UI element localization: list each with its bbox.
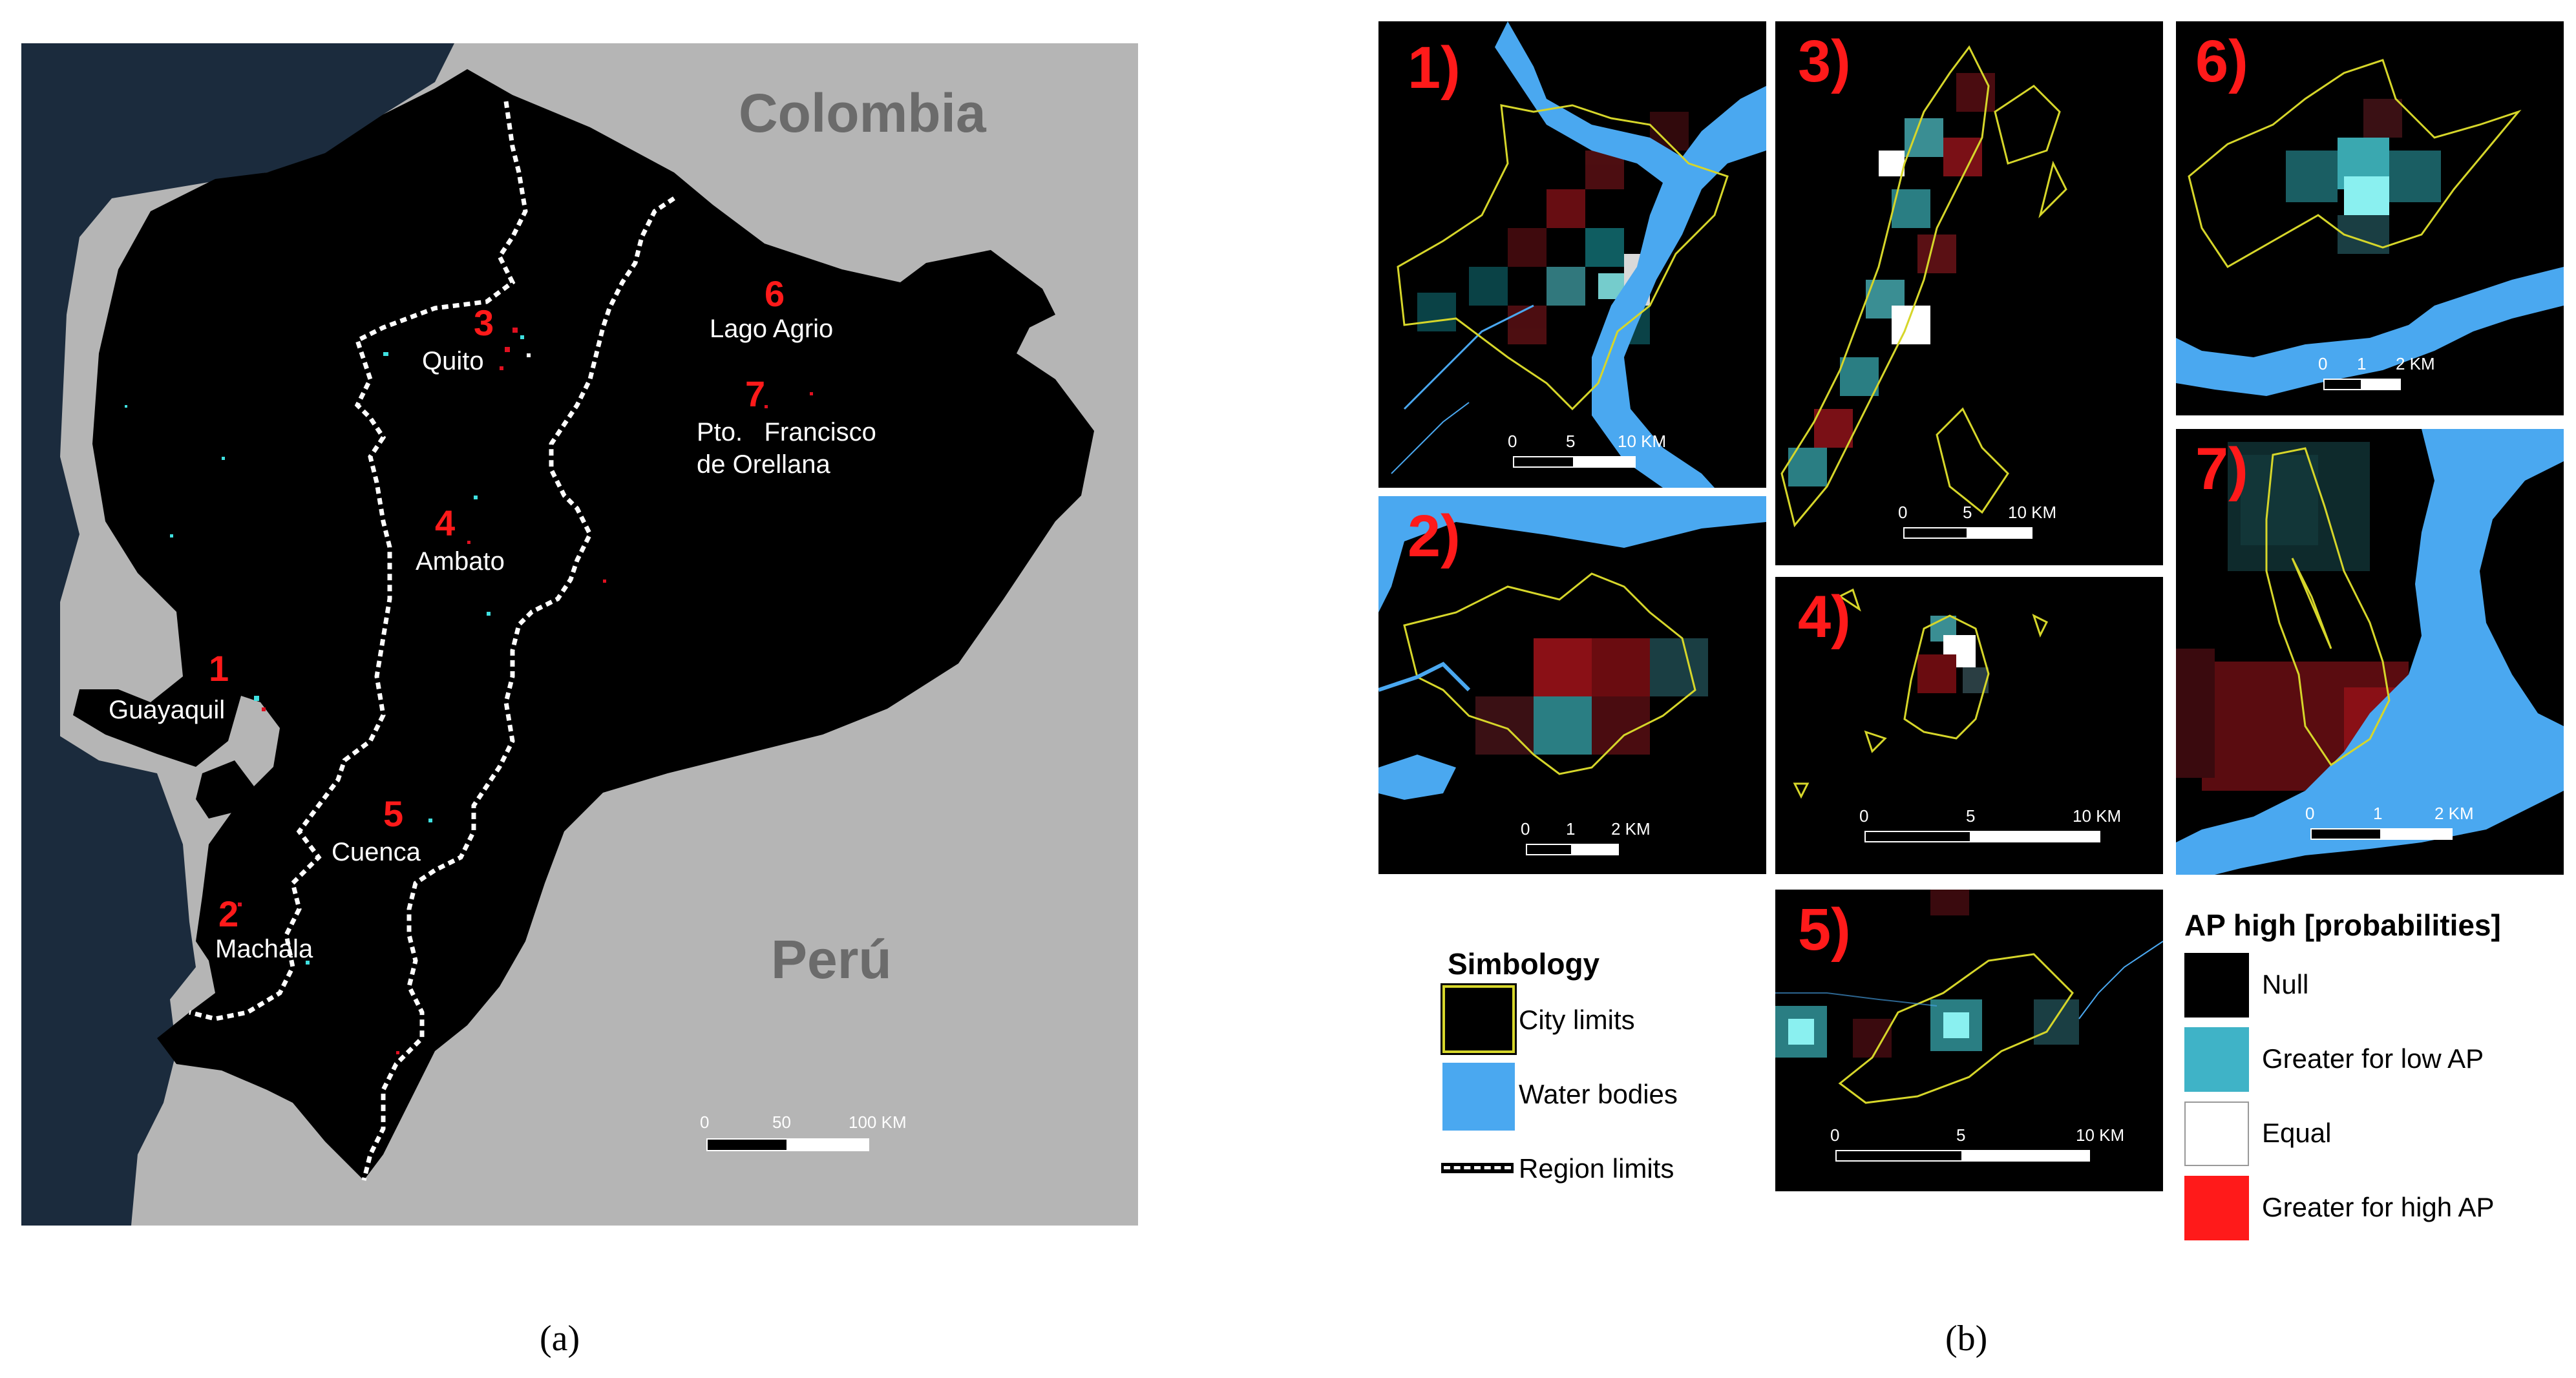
ecuador-land [73,69,1094,1180]
map-panel-a: Colombia Perú 1 Guayaquil 2 Machala 3 Qu… [21,43,1138,1226]
scale-tick: 5 [1963,503,1972,522]
caption-b: (b) [1945,1319,1988,1359]
scale-tick: 5 [1956,1125,1966,1145]
caption-a: (a) [540,1319,580,1359]
simbology-legend: Simbology City limits Water bodies Regio… [1435,943,1758,1202]
ap-legend-title: AP high [probabilities] [2184,908,2501,942]
city-name-ambato: Ambato [416,547,505,576]
scale-tick: 10 KM [2076,1125,2125,1145]
scale-tick: 50 [772,1112,791,1132]
scale-tick: 1 [1566,819,1576,839]
null-label: Null [2262,969,2309,999]
city-number-machala: 2 [218,893,239,934]
city-name-lago-agrio: Lago Agrio [710,315,834,343]
water-bodies-swatch [1442,1063,1515,1131]
city-number-cuenca: 5 [383,793,404,834]
low-ap-swatch [2184,1027,2249,1092]
scale-tick: 2 KM [2396,354,2435,373]
inset-6: 6) 0 1 2 KM [2176,21,2564,415]
ecuador-map-svg [21,43,1138,1226]
high-ap-label: Greater for high AP [2262,1192,2495,1222]
scale-bar-inset-2: 0 1 2 KM [1521,819,1669,864]
inset-label: 6) [2195,28,2248,94]
scale-tick: 10 KM [2008,503,2057,522]
scale-bar-inset-4: 0 5 10 KM [1859,806,2131,851]
city-name-cuenca: Cuenca [332,838,421,866]
null-swatch [2184,953,2249,1018]
inset-1: 1) 0 5 10 KM [1378,21,1766,488]
scale-tick: 0 [1830,1125,1840,1145]
urban-pixels [125,328,813,1054]
inset-2-svg [1378,496,1766,874]
inset-label: 5) [1798,897,1851,963]
inset-label: 1) [1408,35,1461,101]
inset-5: 5) 0 5 10 KM [1775,890,2163,1191]
scale-tick: 0 [2305,804,2315,823]
inset-3: 3) 0 5 10 KM [1775,21,2163,565]
inset-2: 2) 0 1 2 KM [1378,496,1766,874]
ap-legend: AP high [probabilities] Null Greater for… [2181,904,2569,1253]
puna-island [196,760,254,819]
city-number-orellana: 7 [745,373,766,414]
city-name-quito: Quito [422,347,484,375]
scale-tick: 2 KM [2434,804,2474,823]
city-name-guayaquil: Guayaquil [109,696,226,724]
region-limits-label: Region limits [1519,1153,1674,1184]
scale-tick: 10 KM [1618,432,1667,451]
city-name-orellana-2: de Orellana [697,450,830,479]
scale-tick: 2 KM [1611,819,1651,839]
scale-bar-inset-3: 0 5 10 KM [1898,503,2066,548]
equal-swatch [2184,1101,2249,1166]
city-limits-label: City limits [1519,1005,1635,1035]
inset-label: 4) [1798,584,1851,650]
scale-bar-inset-5: 0 5 10 KM [1830,1125,2147,1171]
inset-label: 7) [2195,436,2248,502]
city-name-machala: Machala [215,935,313,963]
inset-6-svg [2176,59,2564,396]
equal-label: Equal [2262,1118,2332,1148]
scale-tick: 0 [1859,806,1869,826]
inset-7: 7) 0 1 2 KM [2176,429,2564,875]
inset-5-svg [1775,890,2163,1104]
scale-bar-a: 0 50 100 KM [700,1112,907,1158]
region-limit-east [361,196,675,1181]
scale-tick: 5 [1966,806,1976,826]
scale-bar-inset-6: 0 1 2 KM [2318,354,2467,399]
scale-tick: 5 [1566,432,1576,451]
country-label-colombia: Colombia [739,83,986,143]
inset-label: 2) [1408,503,1461,569]
city-limits-swatch [1441,983,1517,1055]
city-name-orellana: Pto. Francisco [697,418,876,446]
scale-tick: 1 [2373,804,2383,823]
simbology-title: Simbology [1448,947,1600,981]
water-bodies-label: Water bodies [1519,1079,1678,1109]
scale-tick: 10 KM [2073,806,2122,826]
scale-tick: 0 [2318,354,2328,373]
scale-tick: 100 KM [849,1112,907,1132]
low-ap-label: Greater for low AP [2262,1043,2484,1074]
scale-tick: 0 [1508,432,1517,451]
scale-tick: 0 [1521,819,1530,839]
inset-1-svg [1391,21,1766,488]
scale-tick: 1 [2357,354,2367,373]
inset-4-svg [1793,588,2049,799]
city-number-quito: 3 [474,302,494,343]
city-number-lago-agrio: 6 [765,273,785,314]
scale-bar-inset-1: 0 5 10 KM [1508,432,1676,477]
pacific-ocean [21,43,454,1226]
inset-label: 3) [1798,28,1851,94]
scale-bar-inset-7: 0 1 2 KM [2305,804,2474,849]
high-ap-swatch [2184,1176,2249,1240]
city-number-ambato: 4 [435,503,456,543]
inset-4: 4) 0 5 10 KM [1775,577,2163,874]
scale-tick: 0 [700,1112,710,1132]
inset-3-svg [1780,45,2067,528]
region-limit-west [189,101,528,1021]
city-number-guayaquil: 1 [209,648,229,689]
inset-7-svg [2176,429,2564,875]
country-label-peru: Perú [771,929,892,990]
scale-tick: 0 [1898,503,1908,522]
